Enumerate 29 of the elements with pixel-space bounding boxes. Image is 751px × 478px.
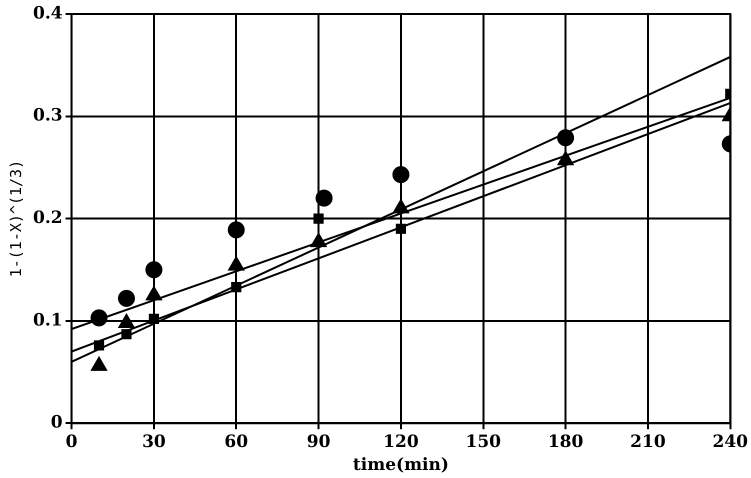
point xyxy=(90,309,108,326)
x-tick-label: 120 xyxy=(383,432,419,452)
x-tick-label: 60 xyxy=(224,432,248,452)
point xyxy=(396,224,406,234)
point xyxy=(121,329,132,340)
x-tick-label: 0 xyxy=(66,432,78,452)
y-tick-label: 0.1 xyxy=(33,310,63,330)
point xyxy=(316,190,333,207)
y-tick-label: 0.2 xyxy=(33,208,63,228)
y-axis-title: 1-(1-X)^(1/3) xyxy=(6,160,25,278)
x-tick-label: 90 xyxy=(306,432,331,452)
y-tick-label: 0 xyxy=(50,412,63,433)
x-tick-label: 150 xyxy=(466,432,502,452)
x-tick-label: 180 xyxy=(548,432,584,452)
y-tick-label: 0.4 xyxy=(33,3,63,24)
point xyxy=(148,314,160,324)
point xyxy=(118,290,135,307)
point xyxy=(392,166,410,184)
point xyxy=(231,282,242,292)
x-axis-title: time(min) xyxy=(352,455,449,476)
y-tick-label: 0.3 xyxy=(33,106,63,126)
x-tick-label: 240 xyxy=(712,432,748,452)
point xyxy=(94,340,104,351)
point xyxy=(145,261,162,278)
point xyxy=(228,221,245,238)
x-tick-label: 210 xyxy=(630,432,666,452)
x-tick-label: 30 xyxy=(142,432,166,452)
point xyxy=(313,214,324,224)
point xyxy=(557,129,574,146)
